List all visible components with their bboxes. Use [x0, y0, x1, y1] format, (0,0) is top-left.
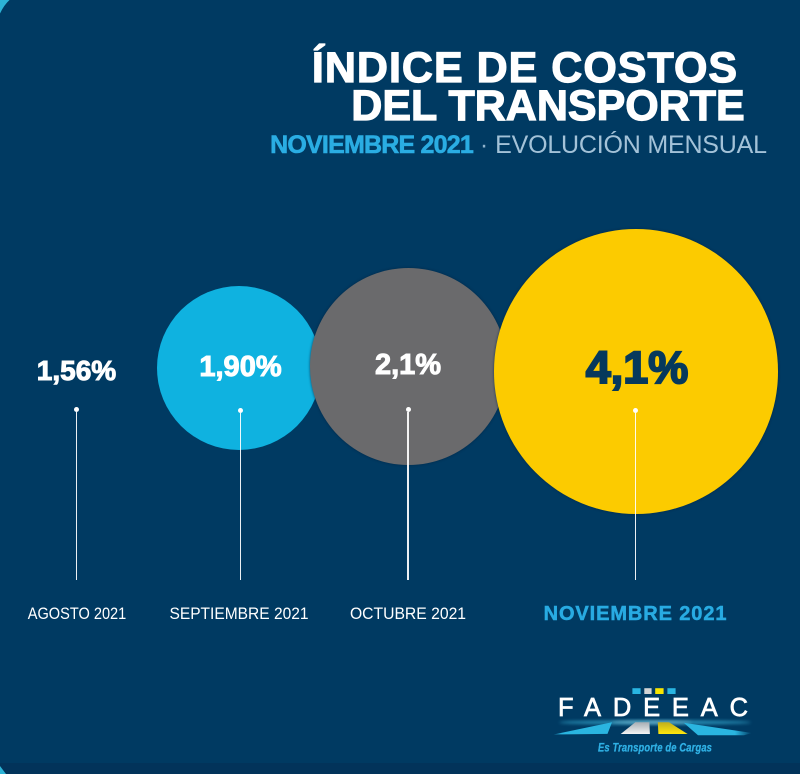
svg-text:FADEEAC: FADEEAC: [558, 694, 748, 722]
svg-text:Es Transporte de Cargas: Es Transporte de Cargas: [598, 741, 712, 754]
